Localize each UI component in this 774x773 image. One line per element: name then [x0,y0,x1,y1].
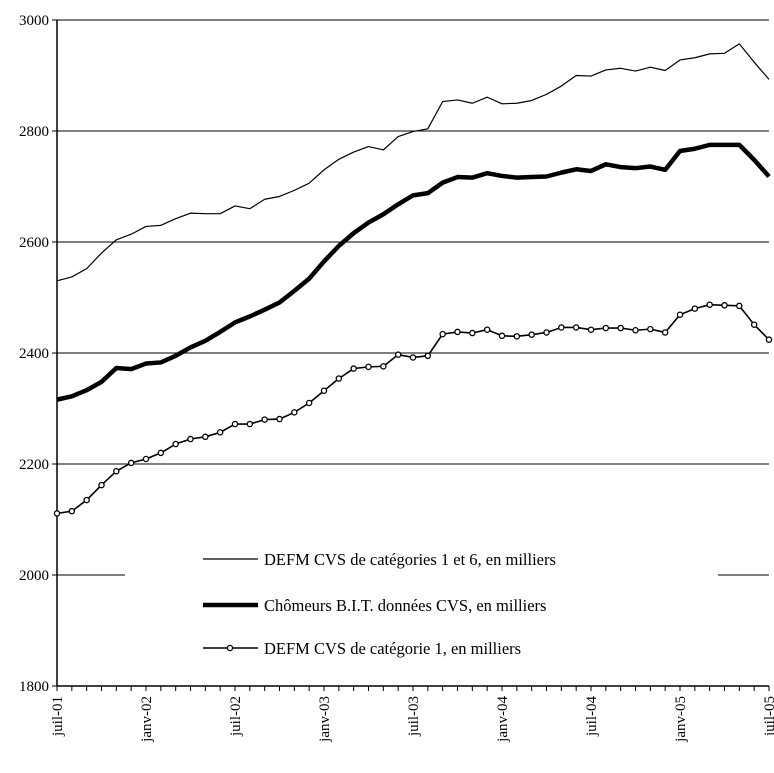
data-point [202,433,209,441]
legend-label: Chômeurs B.I.T. données CVS, en milliers [264,596,546,615]
data-point [335,375,343,382]
data-point [647,325,654,333]
y-tick-label: 1800 [19,679,49,695]
data-point [513,333,521,340]
data-point [750,321,758,328]
series-layer [53,43,773,517]
data-point [305,399,313,407]
data-point [602,324,610,332]
legend: DEFM CVS de catégories 1 et 6, en millie… [125,537,718,677]
data-point [454,328,461,336]
y-tick-label: 2200 [19,457,49,473]
legend-marker [226,644,234,652]
data-point [469,329,476,337]
data-point [736,302,743,310]
x-tick-label: juil-04 [584,696,600,737]
series-3 [53,301,773,517]
x-tick-label: juil-05 [762,696,774,737]
data-point [276,415,283,423]
data-point [172,440,179,448]
data-point [157,449,165,457]
data-point [572,324,580,331]
data-point [498,332,506,340]
y-tick-label: 2800 [19,124,49,140]
data-point [98,481,105,489]
data-point [187,435,194,443]
legend-item: Chômeurs B.I.T. données CVS, en milliers [203,596,546,615]
data-point [409,354,417,361]
data-point [661,329,669,336]
x-tick-label: juil-01 [50,696,66,737]
x-axis-ticks: juil-01 janv-02 juil-02 janv-03 juil-03 janv-… [50,686,774,743]
data-point [142,455,150,463]
data-point [558,324,565,331]
series-1 [56,43,770,282]
y-tick-label: 2400 [19,346,49,362]
x-tick-label: janv-05 [673,696,689,743]
y-axis-ticks: 1800 2000 2200 2400 2600 2800 3000 [19,13,57,695]
data-point [706,301,713,308]
y-tick-label: 2600 [19,235,49,251]
data-point [246,420,254,428]
x-tick-label: janv-02 [139,696,155,743]
legend-item: DEFM CVS de catégories 1 et 6, en millie… [203,550,556,569]
x-tick-label: juil-02 [228,696,244,737]
data-point [350,365,357,372]
data-point [632,326,639,334]
data-point [617,324,624,332]
data-point [439,330,446,338]
data-point [291,409,298,416]
data-point [424,352,432,360]
data-point [483,326,491,333]
data-point [528,331,535,338]
data-point [261,416,268,423]
legend-label: DEFM CVS de catégorie 1, en milliers [264,639,521,658]
data-point [68,507,76,515]
data-point [380,363,387,370]
data-point [83,496,90,504]
data-point [765,336,773,343]
series-line [56,43,770,282]
data-point [231,420,239,428]
data-point [721,302,728,309]
data-point [127,459,135,467]
legend-label: DEFM CVS de catégories 1 et 6, en millie… [264,550,556,569]
x-tick-label: janv-03 [317,696,333,743]
data-point [365,363,372,371]
data-point [543,329,550,336]
data-point [676,311,684,318]
data-point [53,510,61,517]
x-tick-label: juil-03 [406,696,422,737]
series-line [56,142,771,402]
y-tick-label: 2000 [19,568,49,584]
data-point [216,429,224,436]
data-point [691,305,699,312]
data-point [394,351,402,358]
legend-item: DEFM CVS de catégorie 1, en milliers [203,639,521,658]
y-tick-label: 3000 [19,13,49,29]
data-point [320,387,328,394]
x-tick-label: janv-04 [495,696,511,743]
data-point [113,467,120,475]
data-point [587,326,595,333]
series-2 [56,142,771,402]
